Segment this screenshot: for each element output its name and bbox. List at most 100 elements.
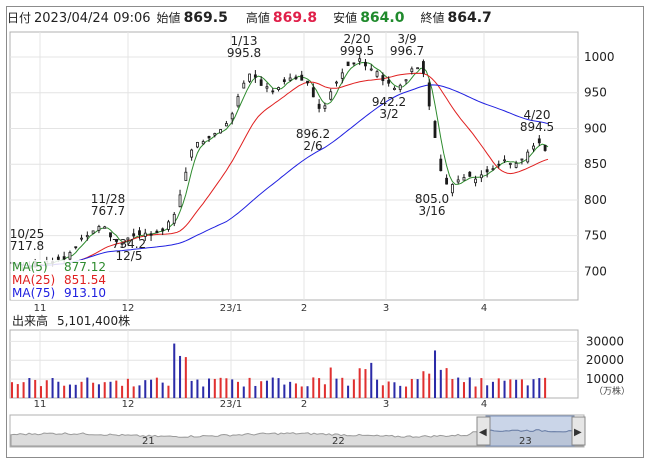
candle-body xyxy=(462,177,466,181)
annotation-high-second-5: 999.5 xyxy=(340,44,374,58)
volume-bar xyxy=(370,362,373,398)
navigator-panel[interactable]: ◀ ▶ 21 22 23 xyxy=(9,414,586,448)
volume-bar xyxy=(439,369,442,398)
candle-body xyxy=(91,230,95,234)
navigator-year-23: 23 xyxy=(519,436,532,447)
candle-body xyxy=(422,61,425,74)
vol-tick-2: 10000 xyxy=(586,372,624,386)
volume-bar xyxy=(34,379,37,398)
ohlc-header: 日付 2023/04/24 09:06 始値 869.5 高値 869.8 安値… xyxy=(7,9,502,29)
candle-body xyxy=(80,237,83,240)
volume-bar xyxy=(196,379,199,398)
navigator-left-arrow[interactable]: ◀ xyxy=(476,416,491,446)
volume-bar xyxy=(318,378,321,398)
candle-body xyxy=(265,86,269,89)
x-month-label-vol-1: 12 xyxy=(122,399,135,410)
candle-body xyxy=(439,158,443,172)
volume-bar xyxy=(376,379,379,398)
candle-body xyxy=(103,226,107,229)
volume-bar xyxy=(387,381,390,398)
volume-bar xyxy=(294,383,297,398)
volume-bar xyxy=(422,371,425,398)
candle-body xyxy=(369,68,373,71)
volume-bar xyxy=(520,379,523,398)
volume-bar xyxy=(381,385,384,398)
annotation-high-second-3: 995.8 xyxy=(227,46,261,60)
volume-bar xyxy=(51,378,54,398)
volume-bar xyxy=(16,384,19,398)
volume-bar xyxy=(497,378,500,398)
volume-bar xyxy=(526,385,529,398)
volume-bar xyxy=(242,386,245,398)
candle-body xyxy=(62,256,66,260)
candle-body xyxy=(282,79,286,82)
candle-body xyxy=(450,184,454,194)
navigator-right-arrow[interactable]: ▶ xyxy=(571,416,586,446)
volume-bar xyxy=(92,382,95,398)
annotation-high-first-5: 2/20 xyxy=(344,32,371,46)
volume-bar xyxy=(451,379,454,398)
candle-body xyxy=(294,76,298,80)
volume-bar xyxy=(486,385,489,398)
volume-bar xyxy=(428,373,431,398)
volume-bar xyxy=(225,378,228,398)
candle-body xyxy=(253,74,257,78)
candle-body xyxy=(271,90,275,93)
candle-body xyxy=(375,71,379,77)
annotation-low-second-2: 12/5 xyxy=(116,249,143,263)
ma-legend-label-1: MA(25) xyxy=(12,273,55,287)
candle-body xyxy=(526,151,530,163)
volume-bar xyxy=(491,381,494,398)
volume-bar xyxy=(544,377,547,398)
candle-body xyxy=(352,62,356,65)
candle-body xyxy=(155,230,159,234)
volume-label: 出来高 xyxy=(12,313,48,328)
candle-body xyxy=(219,129,223,134)
volume-bar xyxy=(150,379,153,398)
candle-body xyxy=(242,82,246,89)
volume-bar xyxy=(213,378,216,398)
candle-body xyxy=(381,75,385,82)
volume-bar xyxy=(289,381,292,398)
ma-line-1 xyxy=(11,72,549,267)
ma-line-2 xyxy=(11,84,549,267)
volume-bar xyxy=(109,381,112,398)
ma-legend-value-2: 913.10 xyxy=(64,286,106,300)
candle-body xyxy=(491,168,495,171)
volume-bar xyxy=(457,377,460,398)
annotation-high-first-3: 1/13 xyxy=(231,34,258,48)
volume-bar xyxy=(532,379,535,398)
candle-body xyxy=(114,240,118,242)
datetime-value: 2023/04/24 09:06 xyxy=(34,11,151,26)
low-label: 安値 xyxy=(333,11,358,25)
navigator-year-22: 22 xyxy=(332,436,345,447)
x-month-label-vol-5: 4 xyxy=(481,399,487,410)
volume-bar xyxy=(347,385,350,398)
candle-body xyxy=(74,246,78,249)
candle-body xyxy=(259,79,263,86)
volume-bar xyxy=(341,377,344,398)
volume-bar xyxy=(433,350,437,398)
volume-bar xyxy=(144,380,147,398)
ma-legend-value-0: 877.12 xyxy=(64,260,106,274)
candle-body xyxy=(138,230,141,236)
annotation-low-first-0: 10/25 xyxy=(10,227,45,241)
volume-bar xyxy=(503,380,506,398)
open-label: 始値 xyxy=(156,11,181,25)
high-label: 高値 xyxy=(245,11,270,25)
volume-bar xyxy=(283,384,286,398)
high-value: 869.8 xyxy=(272,10,318,26)
candle-body xyxy=(520,158,524,161)
volume-bar xyxy=(22,382,25,398)
volume-bar xyxy=(474,386,477,398)
annotation-low-first-8: 805.0 xyxy=(415,192,449,206)
volume-bar xyxy=(410,378,413,398)
volume-bar xyxy=(515,379,518,398)
candle-body xyxy=(427,82,431,107)
volume-bar xyxy=(208,378,211,398)
volume-bar xyxy=(445,368,448,398)
annotation-high-second-1: 767.7 xyxy=(91,204,125,218)
y-tick-950: 950 xyxy=(584,86,607,100)
volume-bar xyxy=(236,381,240,398)
candle-body xyxy=(445,177,449,185)
